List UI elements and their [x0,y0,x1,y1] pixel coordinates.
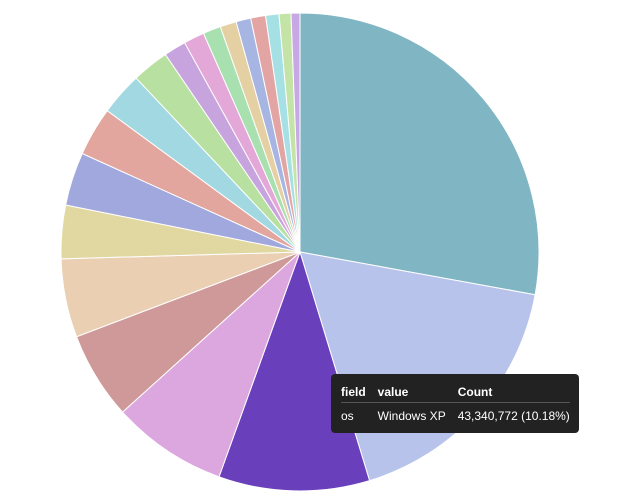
tooltip-header-count: Count [457,383,570,403]
tooltip-header-value: value [377,383,458,403]
tooltip-table: field value Count os Windows XP 43,340,7… [341,383,570,423]
tooltip-field: os [341,409,354,423]
pie-slice-1[interactable] [299,12,540,296]
tooltip: field value Count os Windows XP 43,340,7… [331,374,579,433]
pie-slice-20[interactable] [290,12,301,253]
tooltip-header-row: field value Count [341,383,570,403]
tooltip-value: Windows XP [377,409,446,423]
tooltip-count: 43,340,772 (10.18%) [457,409,570,423]
pie-slice-4[interactable] [121,251,301,478]
tooltip-row: os Windows XP 43,340,772 (10.18%) [341,403,570,423]
tooltip-header-field: field [341,383,378,403]
